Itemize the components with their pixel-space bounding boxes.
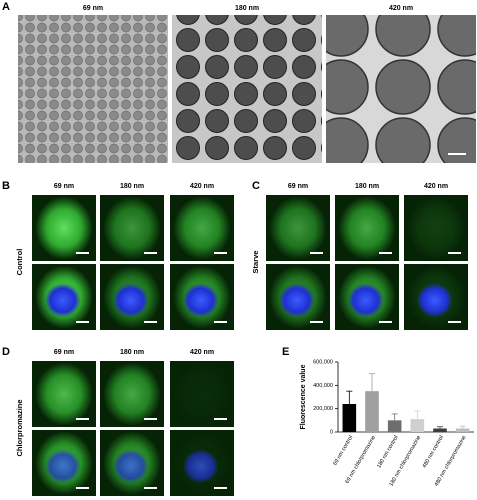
cell-signal	[407, 196, 465, 260]
nucleus	[44, 449, 81, 484]
column-title: 69 nm	[54, 349, 74, 356]
nucleus	[182, 449, 219, 484]
column-title: 420 nm	[190, 349, 214, 356]
bar	[365, 391, 379, 432]
column-title: 69 nm	[54, 183, 74, 190]
nucleus	[278, 283, 315, 318]
cell-signal	[338, 196, 396, 260]
panel-label: E	[282, 346, 289, 358]
x-tick-label: 480 nm control	[422, 435, 445, 470]
x-tick-label: 180 nm control	[376, 435, 399, 470]
nucleus	[416, 283, 453, 318]
tem-image	[172, 15, 322, 163]
row-label: Starve	[251, 251, 260, 274]
cell-signal	[173, 196, 231, 260]
column-title: 420 nm	[190, 183, 214, 190]
images	[18, 15, 476, 496]
nucleus	[182, 283, 219, 318]
nucleus	[112, 449, 149, 484]
cell-signal	[173, 362, 231, 426]
panel-label: C	[252, 180, 260, 192]
tem-image	[18, 15, 168, 163]
nucleus	[44, 283, 81, 318]
y-axis-label: Fluorescence value	[300, 364, 307, 429]
column-title: 180 nm	[120, 349, 144, 356]
cell-signal	[35, 362, 93, 426]
column-title: 420 nm	[389, 5, 413, 12]
panel-label: A	[2, 1, 10, 13]
bar	[433, 428, 447, 432]
column-title: 420 nm	[424, 183, 448, 190]
column-title: 180 nm	[120, 183, 144, 190]
panel-label: B	[2, 180, 10, 192]
bar	[342, 404, 357, 432]
column-title: 69 nm	[83, 5, 103, 12]
bar	[387, 420, 402, 432]
y-tick-label: 400,000	[313, 383, 333, 389]
bar	[455, 428, 470, 432]
row-label: Control	[15, 249, 24, 276]
y-tick-label: 600,000	[313, 359, 333, 365]
column-title: 180 nm	[235, 5, 259, 12]
y-tick-label: 200,000	[313, 406, 333, 412]
nucleus	[112, 283, 149, 318]
cell-signal	[35, 196, 93, 260]
cell-signal	[103, 196, 161, 260]
bar	[410, 419, 425, 432]
tem-image	[326, 15, 476, 163]
y-tick-label: 0	[330, 429, 333, 435]
cell-signal	[269, 196, 327, 260]
row-label: Chlorpromazine	[15, 399, 24, 456]
cell-signal	[103, 362, 161, 426]
column-title: 69 nm	[288, 183, 308, 190]
column-title: 180 nm	[355, 183, 379, 190]
panel-label: D	[2, 346, 10, 358]
x-tick-label: 69 nm control	[332, 435, 354, 467]
nucleus	[347, 283, 384, 318]
